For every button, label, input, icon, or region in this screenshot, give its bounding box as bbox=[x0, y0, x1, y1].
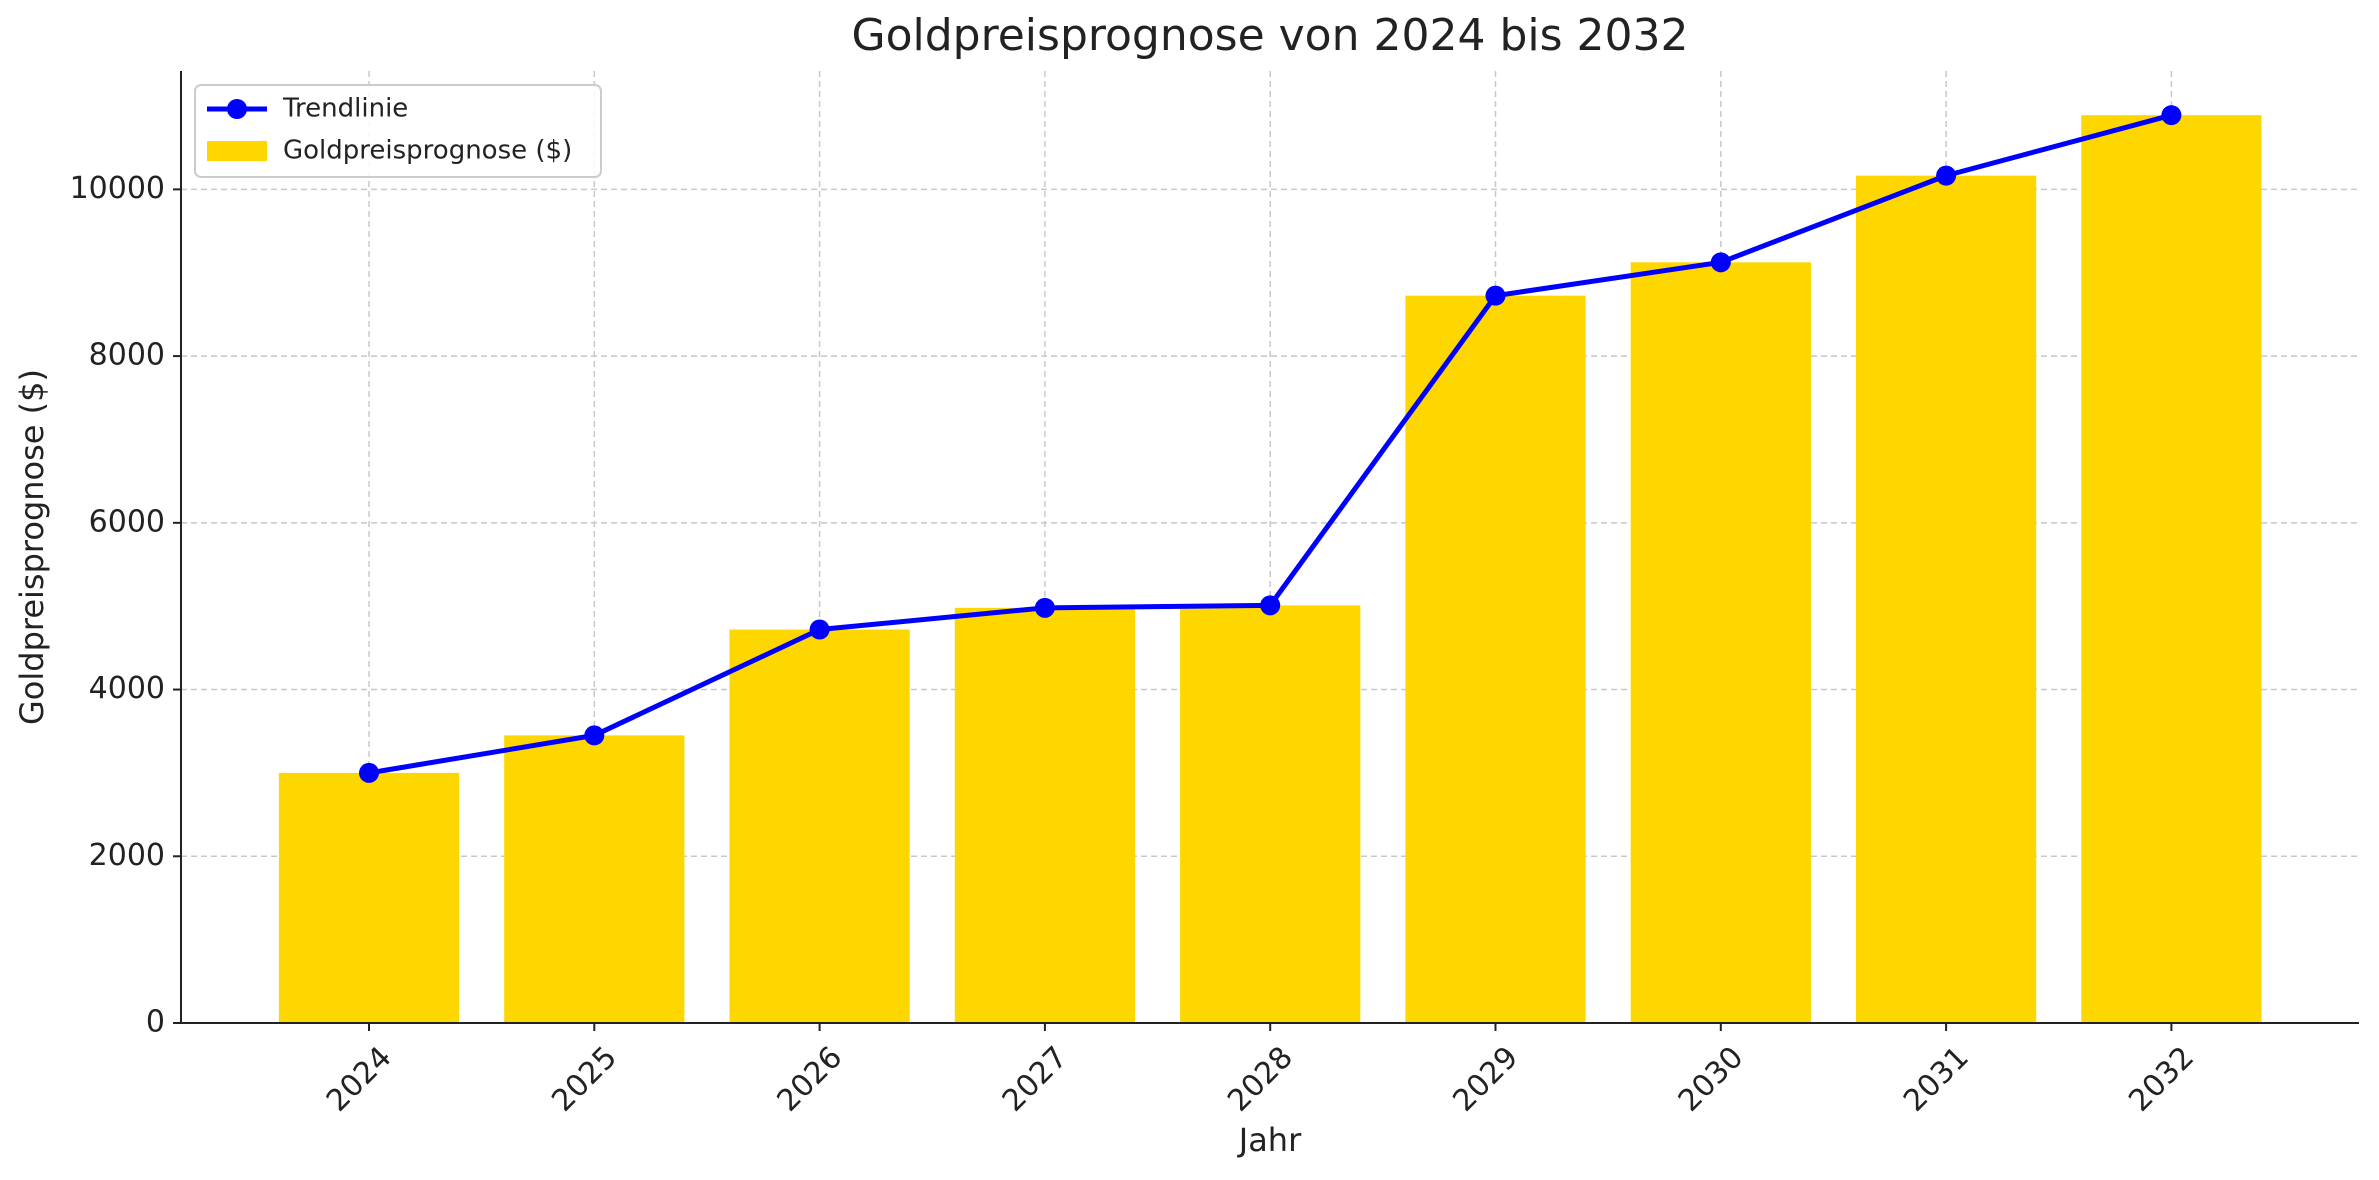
legend-label: Goldpreisprognose ($) bbox=[283, 136, 572, 166]
line-marker bbox=[1710, 252, 1731, 273]
bar bbox=[1180, 605, 1361, 1023]
bar bbox=[2081, 115, 2262, 1024]
y-axis-label: Goldpreisprognose ($) bbox=[13, 369, 51, 725]
bar bbox=[1855, 175, 2037, 1023]
y-tick-label: 6000 bbox=[89, 504, 165, 539]
bar bbox=[729, 629, 910, 1023]
y-tick-label: 4000 bbox=[89, 671, 165, 706]
bar bbox=[954, 607, 1136, 1023]
bar bbox=[278, 772, 460, 1023]
line-marker bbox=[809, 619, 830, 640]
line-marker bbox=[359, 762, 379, 783]
bar bbox=[504, 735, 685, 1023]
legend-label: Trendlinie bbox=[282, 94, 408, 124]
line-marker bbox=[1485, 285, 1506, 306]
line-marker bbox=[2161, 105, 2182, 126]
x-axis-label: Jahr bbox=[1237, 1121, 1302, 1159]
x-tick-label: 2031 bbox=[1897, 1040, 1976, 1119]
legend-box bbox=[194, 84, 602, 178]
y-tick-label: 2000 bbox=[89, 838, 165, 873]
legend-patch bbox=[207, 141, 267, 161]
x-tick-label: 2027 bbox=[996, 1040, 1075, 1119]
y-tick-label: 8000 bbox=[89, 338, 165, 373]
x-tick-label: 2030 bbox=[1672, 1040, 1751, 1119]
line-marker bbox=[584, 725, 605, 746]
x-tick-label: 2032 bbox=[2122, 1040, 2201, 1119]
y-tick-label: 10000 bbox=[70, 171, 165, 206]
x-tick-label: 2024 bbox=[320, 1040, 399, 1119]
x-tick-label: 2025 bbox=[545, 1040, 624, 1119]
line-marker bbox=[1260, 595, 1281, 616]
bar bbox=[1405, 295, 1586, 1023]
legend-marker bbox=[227, 99, 247, 119]
line-marker bbox=[1936, 165, 1957, 186]
legend: Trendlinie Goldpreisprognose ($) bbox=[194, 84, 602, 178]
x-tick-label: 2026 bbox=[771, 1040, 850, 1119]
y-tick-label: 0 bbox=[146, 1005, 165, 1040]
bar bbox=[1630, 262, 1811, 1023]
line-marker bbox=[1034, 597, 1055, 618]
chart-title: Goldpreisprognose von 2024 bis 2032 bbox=[852, 10, 1689, 61]
x-tick-label: 2028 bbox=[1221, 1040, 1300, 1119]
x-tick-label: 2029 bbox=[1446, 1040, 1525, 1119]
